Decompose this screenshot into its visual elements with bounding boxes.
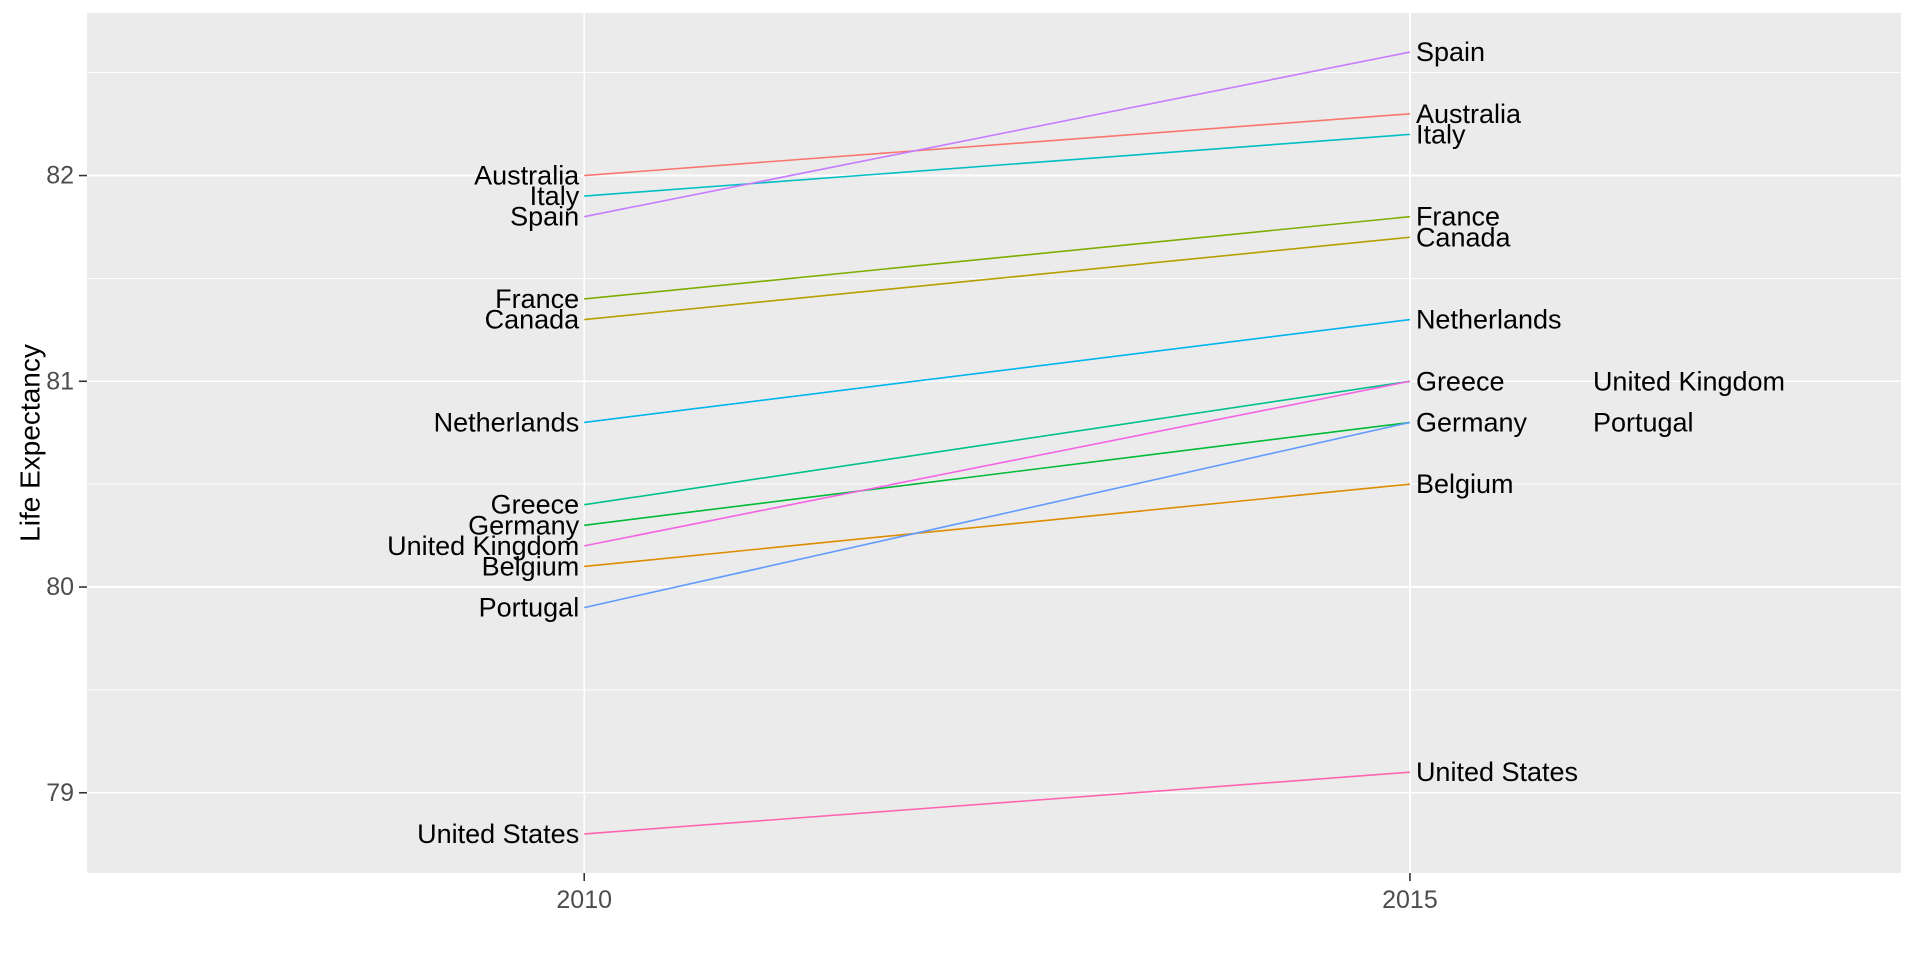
y-axis-title: Life Expectancy — [15, 344, 46, 542]
country-line-netherlands — [584, 318, 1411, 424]
country-label-left-france: France — [495, 284, 579, 314]
country-line-france — [584, 215, 1411, 300]
country-label-right-spain: Spain — [1416, 37, 1485, 67]
gridlines-major — [87, 13, 1901, 873]
country-label-right-united-kingdom: United Kingdom — [1593, 366, 1785, 396]
y-tick-label: 79 — [46, 779, 74, 807]
country-label-right-australia: Australia — [1416, 99, 1522, 129]
country-lines — [584, 51, 1411, 835]
country-label-left-united-kingdom: United Kingdom — [387, 531, 579, 561]
country-line-portugal — [584, 421, 1411, 609]
country-line-united-kingdom — [584, 380, 1411, 547]
country-label-right-italy: Italy — [1416, 119, 1466, 149]
country-line-canada — [584, 236, 1411, 321]
axes: 79 80 81 82 2010 2015 — [46, 162, 1438, 914]
y-tick-label: 81 — [46, 367, 74, 395]
country-label-left-italy: Italy — [530, 181, 580, 211]
country-label-left-canada: Canada — [485, 305, 581, 335]
country-label-left-belgium: Belgium — [482, 551, 580, 581]
country-line-australia — [584, 113, 1411, 177]
country-label-right-canada: Canada — [1416, 222, 1512, 252]
country-label-right-portugal: Portugal — [1593, 407, 1694, 437]
y-tick-label: 82 — [46, 162, 74, 190]
country-label-right-united-states: United States — [1416, 757, 1578, 787]
country-label-left-portugal: Portugal — [479, 593, 580, 623]
country-label-left-greece: Greece — [491, 490, 580, 520]
country-label-left-australia: Australia — [474, 161, 580, 191]
country-line-spain — [584, 51, 1411, 218]
country-labels: Australia Australia Belgium Belgium Canada Ca… — [387, 37, 1785, 849]
country-label-right-greece: Greece — [1416, 366, 1505, 396]
y-tick-label: 80 — [46, 573, 74, 601]
country-line-greece — [584, 380, 1411, 506]
country-line-italy — [584, 133, 1411, 197]
country-label-right-netherlands: Netherlands — [1416, 305, 1562, 335]
country-label-left-spain: Spain — [510, 202, 579, 232]
country-line-belgium — [584, 483, 1411, 568]
country-label-right-france: France — [1416, 202, 1500, 232]
country-label-left-germany: Germany — [468, 510, 580, 540]
country-label-right-germany: Germany — [1416, 407, 1528, 437]
country-line-united-states — [584, 771, 1411, 835]
x-tick-label: 2010 — [556, 886, 612, 914]
country-line-germany — [584, 421, 1411, 527]
country-label-left-netherlands: Netherlands — [434, 407, 580, 437]
x-tick-label: 2015 — [1382, 886, 1438, 914]
country-label-right-belgium: Belgium — [1416, 469, 1514, 499]
country-label-left-united-states: United States — [417, 819, 579, 849]
